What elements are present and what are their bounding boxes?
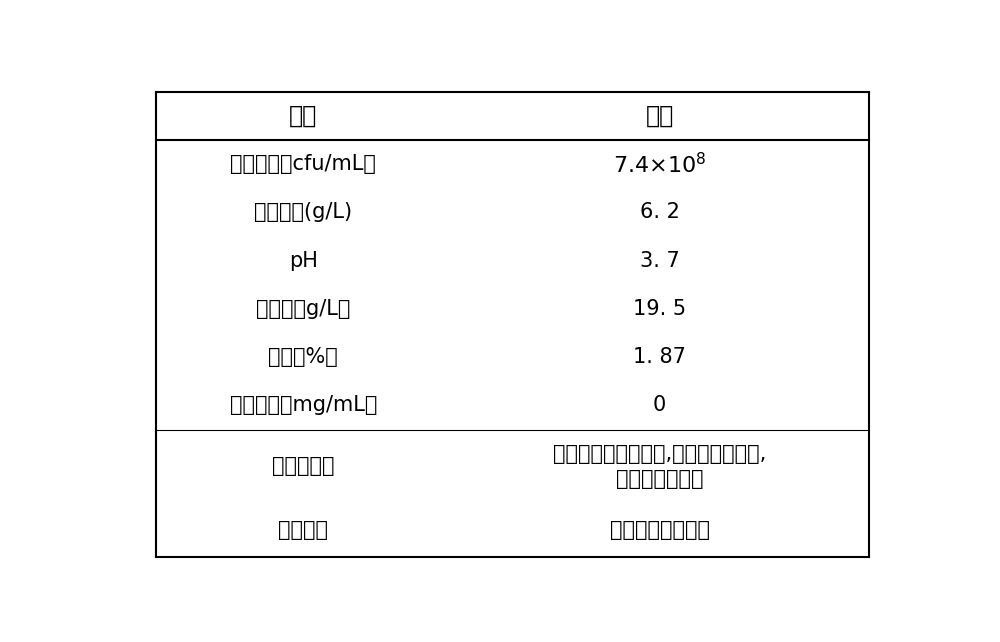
Text: 萝卜口感: 萝卜口感 bbox=[278, 520, 328, 540]
Text: 结果: 结果 bbox=[646, 104, 674, 128]
Text: 酸脆爽口，口感好: 酸脆爽口，口感好 bbox=[610, 520, 710, 540]
Text: 存在大量植物乳杆菌,少量乳酸乳球菌,: 存在大量植物乳杆菌,少量乳酸乳球菌, bbox=[553, 444, 766, 464]
Text: pH: pH bbox=[289, 251, 318, 271]
Text: $7.4{\times}10^{8}$: $7.4{\times}10^{8}$ bbox=[613, 152, 706, 177]
Text: 6. 2: 6. 2 bbox=[640, 202, 680, 223]
Text: 微生物镜检: 微生物镜检 bbox=[272, 456, 334, 476]
Text: 无其他杂菌污染: 无其他杂菌污染 bbox=[616, 469, 704, 489]
Text: 亚硝酸盐（mg/mL）: 亚硝酸盐（mg/mL） bbox=[230, 395, 377, 415]
Text: 总酸含量(g/L): 总酸含量(g/L) bbox=[254, 202, 352, 223]
Text: 盐度（%）: 盐度（%） bbox=[268, 347, 338, 367]
Text: 总活菌数（cfu/mL）: 总活菌数（cfu/mL） bbox=[230, 154, 376, 174]
Text: 3. 7: 3. 7 bbox=[640, 251, 680, 271]
Text: 指标: 指标 bbox=[289, 104, 317, 128]
Text: 0: 0 bbox=[653, 395, 666, 415]
Text: 糖含量（g/L）: 糖含量（g/L） bbox=[256, 299, 350, 319]
Text: 1. 87: 1. 87 bbox=[633, 347, 686, 367]
Text: 19. 5: 19. 5 bbox=[633, 299, 686, 319]
